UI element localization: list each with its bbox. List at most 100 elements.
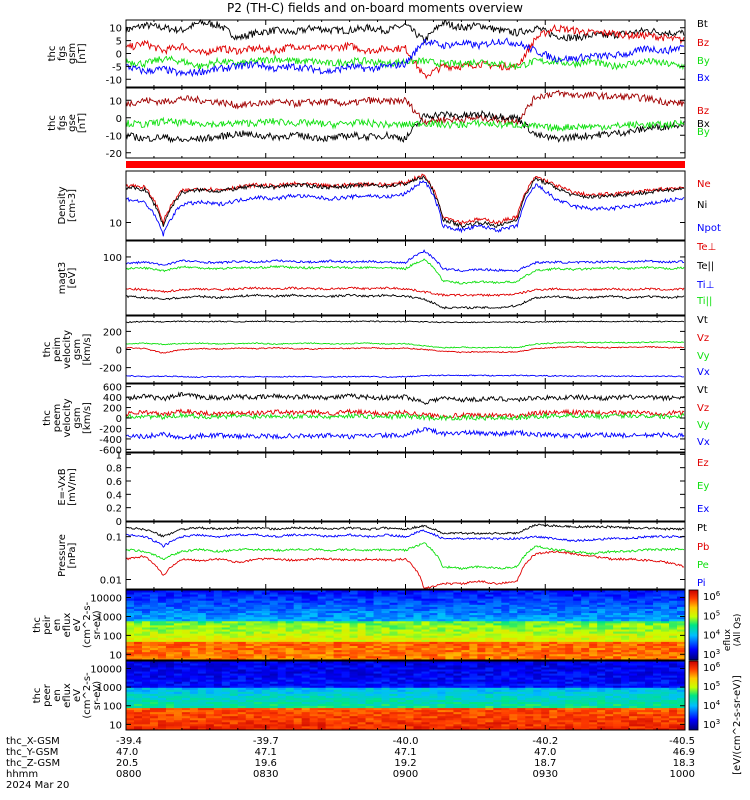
heatmap-cell — [269, 691, 279, 694]
heatmap-cell — [253, 653, 263, 657]
heatmap-cell — [477, 715, 486, 719]
heatmap-cell — [349, 689, 358, 692]
heatmap-cell — [549, 618, 558, 622]
heatmap-cell — [253, 685, 263, 688]
heatmap-cell — [126, 699, 135, 702]
heatmap-cell — [565, 663, 574, 666]
heatmap-cell — [605, 594, 614, 597]
heatmap-cell — [637, 635, 646, 638]
heatmap-cell — [437, 622, 446, 626]
heatmap-cell — [549, 653, 558, 657]
heatmap-cell — [301, 608, 311, 611]
heatmap-cell — [477, 647, 486, 651]
heatmap-cell — [197, 689, 207, 692]
heatmap-cell — [421, 625, 430, 628]
heatmap-cell — [341, 689, 350, 692]
heatmap-cell — [405, 709, 414, 713]
heatmap-cell — [557, 713, 566, 717]
heatmap-cell — [245, 713, 255, 717]
heatmap-cell — [197, 717, 207, 721]
heatmap-cell — [389, 677, 398, 680]
heatmap-cell — [285, 639, 295, 642]
heatmap-cell — [469, 665, 478, 668]
heatmap-cell — [133, 721, 143, 725]
heatmap-cell — [413, 725, 422, 729]
heatmap-cell — [485, 691, 494, 694]
heatmap-cell — [501, 641, 510, 644]
heatmap-cell — [453, 705, 462, 709]
heatmap-cell — [645, 604, 654, 607]
heatmap-cell — [533, 635, 542, 638]
heatmap-cell — [189, 675, 199, 678]
heatmap-cell — [517, 596, 526, 599]
series-line — [125, 411, 685, 422]
heatmap-cell — [141, 707, 151, 711]
heatmap-cell — [589, 594, 598, 597]
heatmap-cell — [629, 610, 638, 614]
heatmap-cell — [165, 683, 175, 686]
heatmap-cell — [349, 618, 358, 622]
heatmap-cell — [349, 651, 358, 655]
heatmap-cell — [557, 633, 566, 636]
heatmap-cell — [285, 667, 295, 670]
heatmap-cell — [133, 679, 143, 682]
heatmap-cell — [429, 614, 438, 618]
heatmap-cell — [197, 649, 207, 653]
heatmap-cell — [365, 596, 374, 599]
heatmap-cell — [293, 625, 303, 628]
heatmap-cell — [405, 727, 414, 731]
heatmap-cell — [126, 590, 135, 593]
heatmap-cell — [197, 721, 207, 725]
heatmap-cell — [661, 641, 670, 644]
heatmap-cell — [349, 602, 358, 605]
heatmap-cell — [549, 594, 558, 597]
panel-frame — [125, 521, 686, 590]
heatmap-cell — [229, 614, 239, 618]
heatmap-cell — [341, 618, 350, 622]
heatmap-cell — [285, 649, 295, 653]
heatmap-cell — [565, 629, 574, 632]
heatmap-cell — [365, 663, 374, 666]
heatmap-cell — [309, 705, 319, 709]
heatmap-cell — [669, 625, 678, 628]
heatmap-cell — [677, 590, 686, 593]
heatmap-cell — [413, 592, 422, 595]
heatmap-cell — [493, 715, 502, 719]
heatmap-cell — [477, 705, 486, 709]
heatmap-cell — [453, 590, 462, 593]
heatmap-cell — [349, 598, 358, 601]
heatmap-cell — [493, 685, 502, 688]
heatmap-cell — [677, 625, 686, 628]
heatmap-cell — [541, 693, 550, 696]
heatmap-cell — [445, 637, 454, 640]
heatmap-cell — [126, 631, 135, 634]
heatmap-cell — [557, 598, 566, 601]
heatmap-cell — [589, 649, 598, 653]
heatmap-cell — [349, 661, 358, 664]
heatmap-cell — [269, 631, 279, 634]
heatmap-cell — [453, 622, 462, 626]
heatmap-cell — [309, 618, 319, 622]
heatmap-cell — [525, 655, 534, 659]
heatmap-cell — [461, 645, 470, 649]
heatmap-cell — [589, 663, 598, 666]
heatmap-cell — [589, 699, 598, 702]
heatmap-cell — [389, 616, 398, 620]
heatmap-cell — [197, 620, 207, 624]
heatmap-cell — [541, 679, 550, 682]
heatmap-cell — [549, 683, 558, 686]
heatmap-cell — [277, 719, 287, 723]
heatmap-cell — [165, 685, 175, 688]
heatmap-cell — [269, 643, 279, 646]
heatmap-cell — [357, 703, 366, 707]
heatmap-cell — [165, 647, 175, 651]
heatmap-cell — [213, 665, 223, 668]
heatmap-cell — [517, 675, 526, 678]
heatmap-cell — [421, 633, 430, 636]
heatmap-cell — [293, 679, 303, 682]
heatmap-cell — [557, 602, 566, 605]
heatmap-cell — [373, 625, 382, 628]
heatmap-cell — [181, 596, 191, 599]
heatmap-cell — [381, 673, 390, 676]
heatmap-cell — [365, 719, 374, 723]
